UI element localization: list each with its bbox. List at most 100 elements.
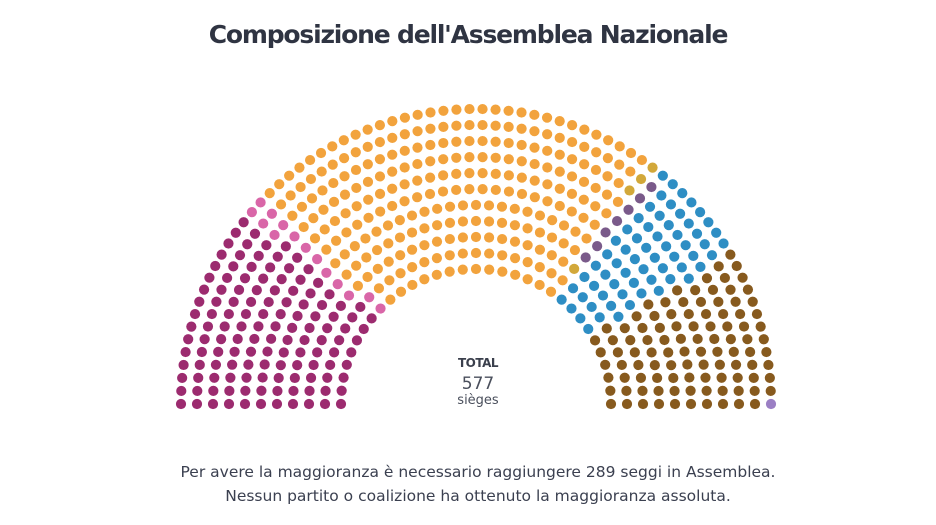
seat-dot-series-6 xyxy=(644,201,656,212)
seat-dot-series-1 xyxy=(287,322,298,333)
seat-dot-series-3 xyxy=(350,164,362,176)
seat-dot-series-1 xyxy=(230,227,241,238)
seat-dot-series-6 xyxy=(628,277,639,288)
seat-dot-series-4 xyxy=(569,263,580,274)
seat-dot-series-7 xyxy=(621,385,632,396)
seat-dot-series-7 xyxy=(738,321,750,332)
seat-dot-series-3 xyxy=(399,179,410,190)
seat-dot-series-6 xyxy=(663,220,674,231)
seat-dot-series-7 xyxy=(605,385,616,396)
total-unit: sièges xyxy=(457,393,499,408)
seat-dot-series-1 xyxy=(310,311,321,322)
seat-dot-series-7 xyxy=(707,284,719,295)
seat-dot-series-1 xyxy=(216,249,227,260)
seat-dot-series-7 xyxy=(701,398,713,410)
seat-dot-series-3 xyxy=(438,170,449,181)
seat-dot-series-1 xyxy=(305,372,317,383)
seat-dot-series-1 xyxy=(216,284,227,295)
seat-dot-series-1 xyxy=(238,217,249,228)
seat-dot-series-3 xyxy=(438,121,449,133)
seat-dot-series-3 xyxy=(384,275,395,286)
seat-dot-series-2 xyxy=(343,290,355,301)
seat-dot-series-7 xyxy=(679,346,690,357)
seat-dot-series-1 xyxy=(258,308,269,320)
seat-dot-series-3 xyxy=(425,139,436,151)
seat-dot-series-6 xyxy=(711,227,722,238)
seat-dot-series-7 xyxy=(619,372,630,383)
caption-line-1: Per avere la maggioranza è necessario ra… xyxy=(180,463,776,481)
seat-dot-series-3 xyxy=(503,154,514,165)
seat-dot-series-3 xyxy=(457,248,468,259)
seat-dot-series-7 xyxy=(646,347,657,358)
seat-dot-series-7 xyxy=(695,346,707,357)
seat-dot-series-7 xyxy=(629,347,640,358)
seat-dot-series-3 xyxy=(425,107,436,118)
seat-dot-series-3 xyxy=(546,250,557,261)
seat-dot-series-7 xyxy=(749,398,761,410)
seat-dot-series-1 xyxy=(340,323,351,334)
seat-dot-series-3 xyxy=(287,210,298,221)
seat-dot-series-7 xyxy=(643,299,654,310)
seat-dot-series-3 xyxy=(490,104,501,115)
seat-dot-series-1 xyxy=(299,334,310,346)
seat-dot-series-3 xyxy=(327,159,338,170)
seat-dot-series-3 xyxy=(554,183,565,194)
seat-dot-series-3 xyxy=(351,182,362,194)
seat-dot-series-3 xyxy=(522,223,533,234)
seat-dot-series-1 xyxy=(276,274,287,285)
seat-dot-series-7 xyxy=(713,296,724,307)
seat-dot-series-2 xyxy=(258,218,269,229)
seat-dot-series-3 xyxy=(591,129,602,140)
seat-dot-series-6 xyxy=(629,254,640,265)
seat-dot-series-2 xyxy=(278,220,289,231)
seat-dot-series-6 xyxy=(686,197,697,208)
seat-dot-series-1 xyxy=(239,398,251,410)
total-value: 577 xyxy=(461,374,495,394)
seat-dot-series-6 xyxy=(667,179,678,190)
seat-dot-series-1 xyxy=(298,299,309,310)
seat-dot-series-6 xyxy=(683,218,694,229)
seat-dot-series-1 xyxy=(253,250,264,261)
seat-dot-series-3 xyxy=(602,171,613,182)
seat-dot-series-3 xyxy=(399,129,410,140)
seat-dot-series-1 xyxy=(303,264,314,275)
seat-dot-series-3 xyxy=(578,212,589,223)
seat-dot-series-3 xyxy=(503,121,514,133)
seat-dot-series-7 xyxy=(745,346,756,358)
seat-dot-series-7 xyxy=(763,359,774,371)
seat-dot-series-6 xyxy=(636,288,647,299)
seat-dot-series-3 xyxy=(328,196,340,207)
seat-dot-series-3 xyxy=(477,119,488,131)
seat-dot-series-4 xyxy=(635,173,647,185)
seat-dot-series-7 xyxy=(722,321,733,332)
seat-dot-series-3 xyxy=(383,256,394,267)
seat-dot-series-1 xyxy=(313,277,324,288)
seat-dot-series-7 xyxy=(607,335,618,346)
seat-dot-series-3 xyxy=(432,203,443,214)
seat-dot-series-4 xyxy=(647,162,658,173)
seat-dot-series-3 xyxy=(546,232,558,243)
seat-dot-series-1 xyxy=(278,347,289,358)
seat-dot-series-7 xyxy=(718,308,729,320)
seat-dot-series-7 xyxy=(700,372,711,383)
seat-dot-series-1 xyxy=(186,321,197,332)
seat-dot-series-3 xyxy=(340,208,351,219)
seat-dot-series-3 xyxy=(566,171,578,182)
seat-dot-series-3 xyxy=(350,129,361,140)
seat-dot-series-6 xyxy=(683,273,694,284)
seat-dot-series-3 xyxy=(529,109,540,120)
seat-dot-series-3 xyxy=(534,227,546,238)
seat-dot-series-1 xyxy=(232,333,243,345)
seat-dot-series-6 xyxy=(590,260,601,271)
seat-dot-series-3 xyxy=(516,172,527,183)
seat-dot-series-1 xyxy=(228,296,239,307)
seat-dot-series-3 xyxy=(432,220,443,231)
seat-dot-series-3 xyxy=(529,175,540,186)
seat-dot-series-3 xyxy=(275,199,287,210)
seat-dot-series-5 xyxy=(600,227,611,238)
seat-dot-series-6 xyxy=(699,239,710,250)
seat-dot-series-3 xyxy=(294,162,305,173)
seat-dot-series-3 xyxy=(385,294,396,305)
seat-dot-series-3 xyxy=(387,149,398,160)
seat-dot-series-1 xyxy=(258,273,269,284)
